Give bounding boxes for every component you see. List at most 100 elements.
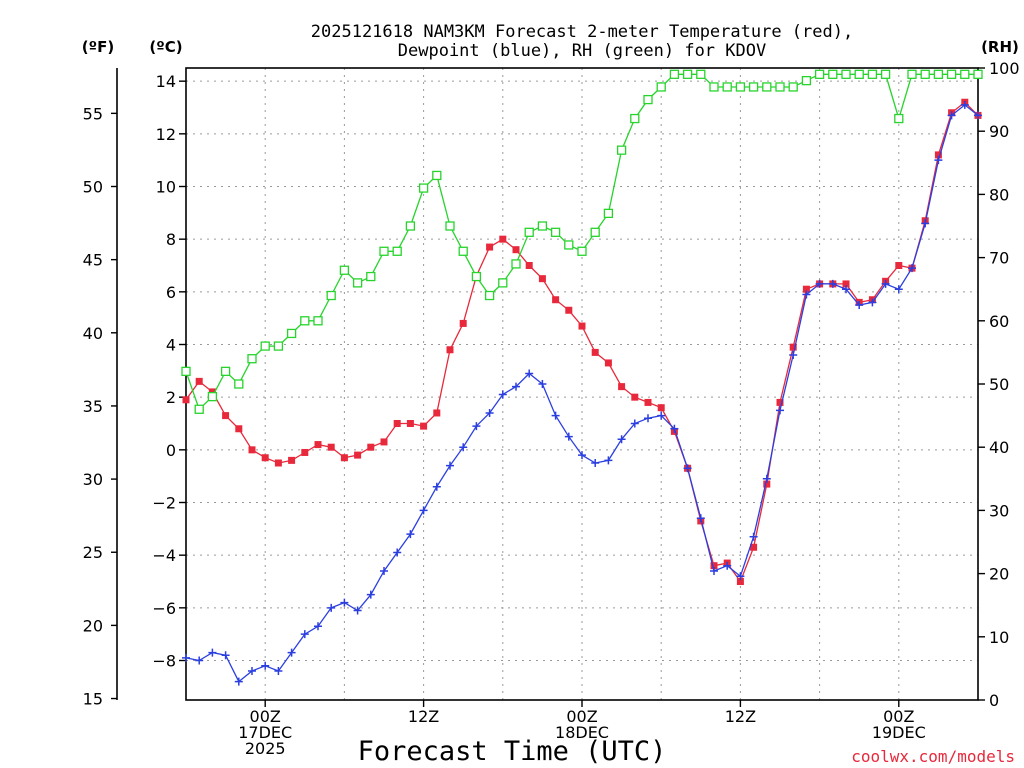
- dewpoint-point: [274, 667, 283, 676]
- rh-point: [564, 240, 574, 250]
- temperature-point: [393, 420, 401, 427]
- rh-point: [814, 69, 825, 79]
- celsius-tick-label: 8: [166, 230, 176, 249]
- dewpoint-point: [749, 532, 758, 541]
- rh-point: [682, 69, 693, 79]
- celsius-tick-label: 10: [156, 178, 176, 197]
- temperature-point: [618, 383, 626, 391]
- dewpoint-point: [512, 382, 520, 391]
- rh-point: [907, 69, 917, 79]
- axes: 152025303540455055−8−6−4−202468101214010…: [83, 59, 1020, 758]
- rh-point: [286, 328, 297, 339]
- temperature-point: [274, 459, 282, 467]
- chart-title-line1: 2025121618 NAM3KM Forecast 2-meter Tempe…: [311, 22, 853, 42]
- dewpoint-point: [815, 279, 824, 288]
- fahrenheit-tick-label: 20: [83, 616, 103, 635]
- dewpoint-point: [234, 677, 243, 686]
- rh-point: [801, 75, 812, 86]
- temperature-point: [789, 343, 797, 351]
- chart-title-line2: Dewpoint (blue), RH (green) for KDOV: [398, 41, 766, 61]
- x-tick-label: 12Z: [408, 707, 439, 726]
- temperature-point: [538, 275, 546, 283]
- unit-label-celsius: (ºC): [149, 38, 182, 56]
- rh-point: [471, 271, 482, 282]
- rh-point: [220, 366, 231, 377]
- dewpoint-point: [327, 603, 336, 612]
- rh-point: [748, 82, 759, 92]
- rh-tick-label: 40: [989, 438, 1009, 457]
- rh-point: [841, 69, 851, 79]
- temperature-point: [195, 377, 203, 385]
- temperature-point: [433, 409, 441, 417]
- dewpoint-point: [525, 369, 534, 378]
- rh-point: [432, 170, 442, 181]
- rh-point: [458, 246, 468, 256]
- temperature-point: [657, 404, 665, 412]
- celsius-tick-label: 2: [166, 388, 176, 407]
- rh-tick-label: 0: [989, 691, 999, 710]
- rh-point: [762, 82, 772, 92]
- dewpoint-point: [419, 506, 428, 515]
- rh-point: [313, 316, 323, 326]
- temperature-point: [261, 454, 269, 462]
- dewpoint-point: [366, 590, 375, 599]
- rh-point: [788, 82, 798, 92]
- temperature-point: [842, 280, 850, 288]
- temperature-point: [406, 420, 414, 427]
- rh-point: [392, 246, 402, 256]
- x-tick-label: 2025: [245, 739, 286, 758]
- dewpoint-point: [802, 290, 811, 299]
- dewpoint-point: [485, 408, 494, 417]
- rh-point: [920, 69, 930, 79]
- rh-point: [234, 379, 244, 389]
- dewpoint-point: [406, 530, 415, 539]
- rh-point: [735, 82, 746, 92]
- dewpoint-point: [300, 630, 309, 639]
- x-tick-label: 18DEC: [555, 723, 609, 742]
- temperature-point: [354, 451, 362, 459]
- rh-point: [524, 227, 534, 237]
- dewpoint-point: [287, 648, 296, 657]
- temperature-point: [934, 151, 942, 159]
- rh-point: [207, 391, 218, 402]
- temperature-point: [248, 446, 256, 454]
- rh-point: [550, 227, 561, 237]
- dewpoint-point: [617, 435, 626, 444]
- dewpoint-point: [723, 561, 732, 570]
- celsius-tick-label: 6: [166, 283, 176, 302]
- x-axis-title: Forecast Time (UTC): [358, 736, 667, 767]
- dewpoint-point: [670, 424, 679, 433]
- dewpoint-point: [393, 548, 402, 557]
- x-tick-label: 00Z: [566, 707, 597, 726]
- rh-point: [894, 113, 904, 124]
- dewpoint-point: [340, 598, 349, 607]
- temperature-point: [565, 306, 573, 314]
- dewpoint-point: [446, 461, 454, 470]
- rh-point: [260, 341, 270, 351]
- rh-point: [181, 366, 191, 377]
- rh-point: [656, 82, 666, 92]
- dewpoint-point: [195, 656, 204, 665]
- credit-text: coolwx.com/models: [851, 747, 1015, 766]
- dewpoint-point: [960, 100, 969, 109]
- rh-point: [616, 145, 627, 155]
- dewpoint-point: [710, 566, 718, 575]
- dewpoint-point: [855, 301, 864, 309]
- temperature-point: [340, 454, 348, 462]
- rh-point: [643, 94, 653, 105]
- fahrenheit-tick-label: 40: [83, 324, 103, 343]
- rh-point: [933, 69, 944, 79]
- temperature-point: [367, 443, 375, 451]
- celsius-tick-label: 0: [166, 441, 176, 460]
- rh-point: [867, 69, 878, 79]
- dewpoint-point: [776, 406, 784, 415]
- celsius-tick-label: 14: [156, 72, 176, 91]
- rh-point: [696, 69, 706, 79]
- dewpoint-point: [472, 422, 481, 431]
- dewpoint-point: [789, 351, 798, 360]
- fahrenheit-tick-label: 50: [83, 178, 103, 197]
- x-tick-label: 00Z: [883, 707, 914, 726]
- dewpoint-point: [842, 285, 850, 294]
- temperature-point: [235, 425, 243, 433]
